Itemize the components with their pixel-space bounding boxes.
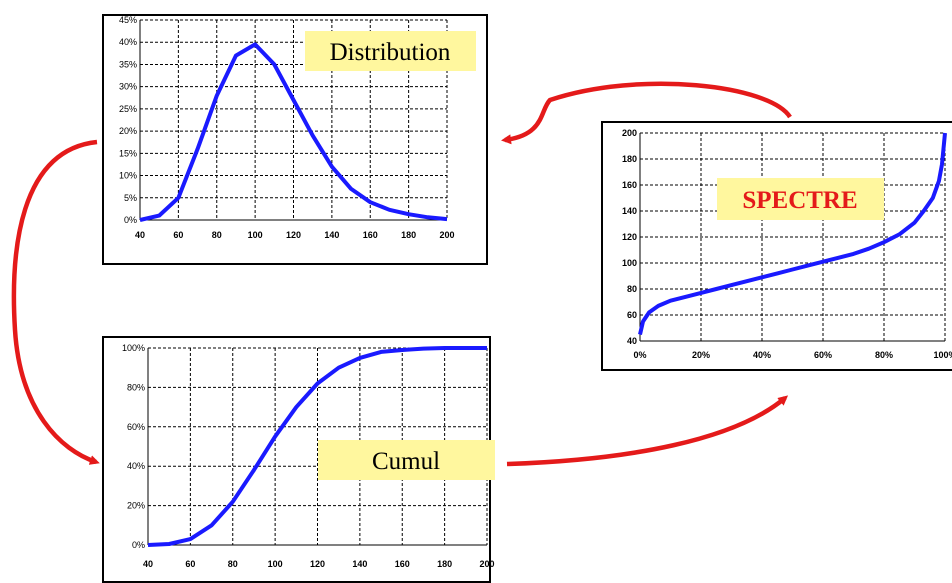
y-tick-label: 80 — [627, 284, 637, 294]
y-tick-label: 25% — [119, 104, 137, 114]
x-tick-label: 80 — [212, 230, 222, 240]
cumul-grid — [147, 347, 488, 546]
y-tick-label: 160 — [622, 180, 637, 190]
y-tick-label: 140 — [622, 206, 637, 216]
x-tick-label: 160 — [395, 559, 410, 569]
y-tick-label: 20% — [119, 126, 137, 136]
distribution-x-ticks: 40 60 80 100 120 140 160 180 200 — [135, 230, 455, 240]
y-tick-label: 45% — [119, 15, 137, 25]
x-tick-label: 60 — [173, 230, 183, 240]
y-tick-label: 40% — [127, 461, 145, 471]
distribution-chart: 0% 5% 10% 15% 20% 25% 30% 35% 40% 45% 40 60 80 100 12… — [102, 14, 488, 265]
x-tick-label: 180 — [437, 559, 452, 569]
x-tick-label: 140 — [324, 230, 339, 240]
x-tick-label: 40 — [135, 230, 145, 240]
cumul-chart: 0% 20% 40% 60% 80% 100% 40 60 80 100 120 140 160 180… — [102, 336, 495, 583]
x-tick-label: 40 — [143, 559, 153, 569]
y-tick-label: 15% — [119, 148, 137, 158]
spectre-x-ticks: 0% 20% 40% 60% 80% 100% — [633, 350, 952, 360]
cumul-label: Cumul — [372, 448, 440, 475]
x-tick-label: 60% — [814, 350, 832, 360]
distribution-curve — [139, 42, 448, 222]
arrow-spectre-to-distribution — [501, 81, 792, 145]
spectre-label: SPECTRE — [742, 187, 857, 214]
spectre-curve — [638, 132, 947, 335]
y-tick-label: 120 — [622, 232, 637, 242]
spectre-chart: 40 60 80 100 120 140 160 180 200 0% 20% 40% 60% 80% 1… — [601, 121, 952, 371]
distribution-label: Distribution — [330, 39, 451, 66]
x-tick-label: 120 — [286, 230, 301, 240]
y-tick-label: 40 — [627, 336, 637, 346]
arrow-cumul-to-spectre — [506, 395, 789, 467]
y-tick-label: 180 — [622, 154, 637, 164]
cumul-x-ticks: 40 60 80 100 120 140 160 180 200 — [143, 559, 495, 569]
y-tick-label: 35% — [119, 59, 137, 69]
y-tick-label: 30% — [119, 82, 137, 92]
cumul-label-box — [318, 440, 495, 480]
y-tick-label: 80% — [127, 382, 145, 392]
y-tick-label: 60% — [127, 422, 145, 432]
y-tick-label: 40% — [119, 37, 137, 47]
y-tick-label: 60 — [627, 310, 637, 320]
distribution-label-box — [305, 31, 476, 71]
y-tick-label: 5% — [124, 193, 137, 203]
x-tick-label: 80 — [228, 559, 238, 569]
y-tick-label: 200 — [622, 128, 637, 138]
x-tick-label: 120 — [310, 559, 325, 569]
y-tick-label: 0% — [124, 215, 137, 225]
distribution-y-ticks: 0% 5% 10% 15% 20% 25% 30% 35% 40% 45% — [119, 15, 137, 225]
y-tick-label: 100 — [622, 258, 637, 268]
y-tick-label: 100% — [122, 343, 145, 353]
x-tick-label: 20% — [692, 350, 710, 360]
x-tick-label: 160 — [363, 230, 378, 240]
spectre-label-box — [717, 178, 884, 220]
y-tick-label: 20% — [127, 501, 145, 511]
x-tick-label: 100 — [248, 230, 263, 240]
x-tick-label: 0% — [633, 350, 646, 360]
x-tick-label: 200 — [439, 230, 454, 240]
cumul-y-ticks: 0% 20% 40% 60% 80% 100% — [122, 343, 145, 550]
distribution-grid — [139, 19, 448, 221]
spectre-frame — [601, 121, 952, 371]
spectre-y-ticks: 40 60 80 100 120 140 160 180 200 — [622, 128, 637, 346]
x-tick-label: 60 — [185, 559, 195, 569]
x-tick-label: 100% — [933, 350, 952, 360]
x-tick-label: 100 — [268, 559, 283, 569]
x-tick-label: 80% — [875, 350, 893, 360]
cumul-curve — [147, 346, 487, 547]
y-tick-label: 0% — [132, 540, 145, 550]
x-tick-label: 140 — [352, 559, 367, 569]
x-tick-label: 40% — [753, 350, 771, 360]
y-tick-label: 10% — [119, 171, 137, 181]
x-tick-label: 180 — [401, 230, 416, 240]
arrow-distribution-to-cumul — [11, 139, 100, 465]
x-tick-label: 200 — [479, 559, 494, 569]
